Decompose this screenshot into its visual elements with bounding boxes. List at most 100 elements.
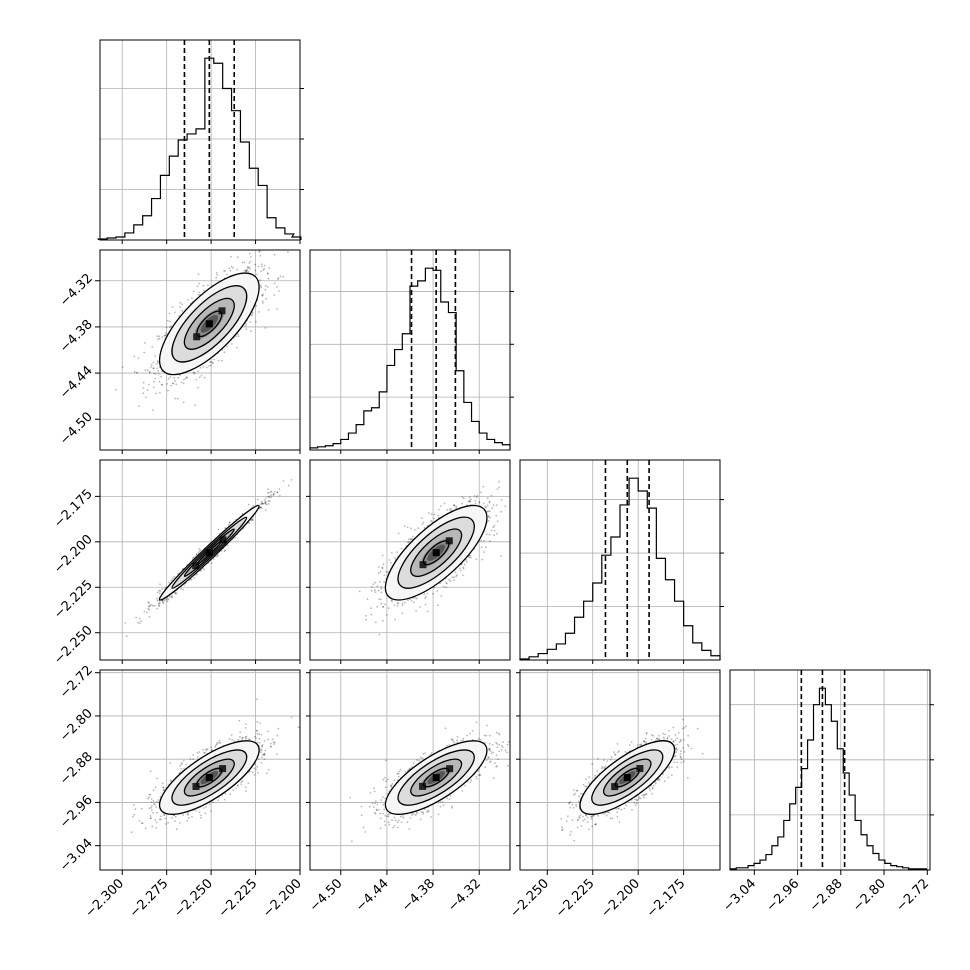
sample-point	[259, 284, 262, 287]
density-peak	[419, 561, 427, 569]
sample-point	[468, 496, 471, 498]
sample-point	[244, 736, 247, 738]
sample-point	[161, 782, 164, 785]
sample-point	[384, 814, 387, 817]
sample-point	[267, 495, 269, 498]
sample-point	[148, 796, 151, 799]
sample-point	[186, 813, 189, 815]
pair-panel-2-1	[309, 459, 511, 661]
sample-point	[210, 361, 213, 363]
sample-point	[496, 743, 499, 745]
sample-point	[151, 346, 154, 348]
sample-point	[387, 821, 390, 824]
sample-point	[396, 779, 399, 781]
sample-point	[419, 606, 422, 608]
sample-point	[672, 726, 675, 729]
sample-point	[170, 325, 172, 328]
sample-point	[433, 513, 436, 516]
sample-point	[156, 591, 159, 594]
sample-point	[489, 750, 492, 752]
sample-point	[579, 814, 582, 817]
sample-point	[376, 585, 379, 588]
density-peak	[419, 782, 427, 790]
sample-point	[144, 342, 146, 344]
sample-point	[397, 602, 399, 605]
sample-point	[208, 365, 211, 367]
sample-point	[478, 501, 481, 504]
sample-point	[155, 392, 157, 395]
sample-point	[167, 598, 170, 601]
panel-content	[520, 670, 720, 870]
sample-point	[578, 795, 580, 798]
sample-point	[267, 309, 270, 311]
sample-point	[263, 754, 266, 756]
sample-point	[144, 827, 147, 830]
sample-point	[401, 815, 404, 817]
sample-point	[494, 762, 496, 765]
sample-point	[358, 590, 361, 593]
contour-line-1	[183, 297, 235, 350]
density-peak	[205, 320, 213, 328]
sample-point	[426, 811, 428, 813]
sample-point	[450, 507, 452, 510]
sample-point	[268, 267, 271, 269]
sample-point	[446, 582, 448, 585]
sample-point	[561, 828, 564, 831]
sample-point	[381, 566, 383, 569]
sample-point	[380, 591, 383, 594]
sample-point	[638, 798, 640, 800]
sample-point	[371, 585, 373, 588]
sample-point	[152, 409, 154, 411]
panel-content	[100, 670, 300, 870]
sample-point	[374, 800, 377, 802]
sample-point	[495, 504, 498, 506]
sample-point	[174, 592, 177, 594]
sample-point	[471, 729, 474, 732]
sample-point	[155, 800, 158, 803]
sample-point	[681, 727, 684, 730]
sample-point	[421, 523, 424, 526]
sample-point	[297, 726, 300, 729]
sample-point	[202, 748, 205, 751]
sample-point	[232, 789, 235, 792]
sample-point	[270, 745, 272, 748]
sample-point	[569, 833, 572, 836]
sample-point	[142, 387, 145, 389]
sample-point	[488, 749, 490, 752]
sample-point	[180, 587, 183, 590]
sample-point	[147, 605, 150, 608]
sample-point	[217, 799, 220, 802]
contour-line-0	[196, 310, 223, 338]
sample-point	[567, 815, 569, 818]
sample-point	[648, 787, 651, 789]
sample-point	[432, 592, 434, 595]
sample-point	[179, 301, 182, 304]
sample-point	[256, 765, 259, 768]
sample-point	[491, 507, 494, 509]
sample-point	[576, 826, 579, 829]
sample-point	[482, 502, 485, 505]
sample-point	[645, 732, 648, 734]
sample-point	[202, 284, 205, 287]
sample-point	[187, 817, 190, 819]
sample-point	[245, 270, 248, 273]
sample-point	[437, 514, 439, 517]
sample-point	[235, 787, 238, 790]
sample-point	[277, 277, 280, 279]
sample-point	[263, 740, 266, 742]
sample-point	[156, 335, 159, 338]
sample-point	[657, 738, 660, 741]
sample-point	[396, 602, 399, 604]
contour-line-0	[196, 767, 223, 788]
sample-point	[567, 802, 570, 805]
panel-frame	[729, 669, 931, 871]
sample-point	[162, 602, 165, 604]
sample-point	[384, 786, 387, 789]
sample-point	[278, 494, 281, 497]
sample-point	[224, 549, 227, 552]
sample-point	[147, 607, 150, 610]
sample-point	[197, 386, 199, 389]
sample-point	[203, 376, 206, 379]
sample-point	[643, 793, 646, 796]
